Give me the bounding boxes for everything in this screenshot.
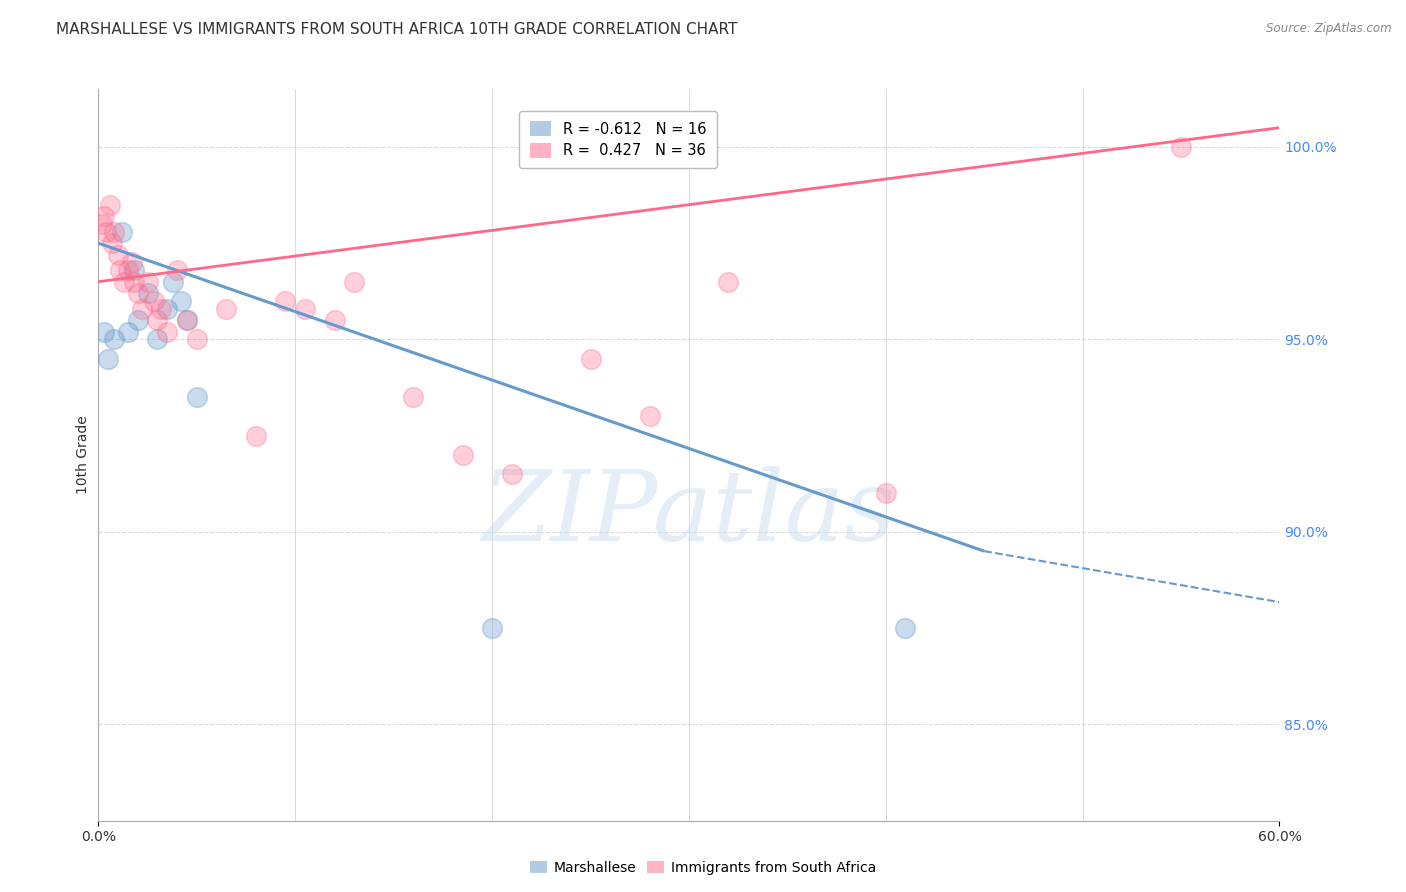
Point <box>638 409 661 424</box>
Point <box>101 236 124 251</box>
Point <box>176 313 198 327</box>
Legend: R = -0.612   N = 16, R =  0.427   N = 36: R = -0.612 N = 16, R = 0.427 N = 36 <box>519 112 717 169</box>
Point <box>146 333 169 347</box>
Point <box>150 301 173 316</box>
Point <box>131 301 153 316</box>
Point <box>111 225 134 239</box>
Point <box>176 313 198 327</box>
Point <box>122 263 145 277</box>
Point <box>103 333 125 347</box>
Point <box>121 255 143 269</box>
Point <box>343 275 366 289</box>
Point <box>717 275 740 289</box>
Point <box>112 275 135 289</box>
Point <box>96 225 118 239</box>
Point <box>894 621 917 635</box>
Point <box>875 486 897 500</box>
Point <box>323 313 346 327</box>
Point <box>107 248 129 262</box>
Point <box>156 301 179 316</box>
Point <box>117 263 139 277</box>
Point <box>501 467 523 482</box>
Point <box>156 325 179 339</box>
Point <box>142 293 165 308</box>
Point <box>97 351 120 366</box>
Point <box>245 428 267 442</box>
Point <box>186 333 208 347</box>
Point <box>117 325 139 339</box>
Point <box>98 197 121 211</box>
Text: MARSHALLESE VS IMMIGRANTS FROM SOUTH AFRICA 10TH GRADE CORRELATION CHART: MARSHALLESE VS IMMIGRANTS FROM SOUTH AFR… <box>56 22 738 37</box>
Point <box>170 293 193 308</box>
Point <box>402 390 425 404</box>
Point <box>127 313 149 327</box>
Text: ZIPatlas: ZIPatlas <box>482 466 896 561</box>
Text: Source: ZipAtlas.com: Source: ZipAtlas.com <box>1267 22 1392 36</box>
Point <box>122 275 145 289</box>
Point <box>162 275 184 289</box>
Point <box>93 325 115 339</box>
Point <box>136 286 159 301</box>
Point <box>103 225 125 239</box>
Point <box>186 390 208 404</box>
Legend: Marshallese, Immigrants from South Africa: Marshallese, Immigrants from South Afric… <box>524 855 882 880</box>
Point <box>1170 140 1192 154</box>
Point <box>294 301 316 316</box>
Point <box>579 351 602 366</box>
Point <box>91 217 114 231</box>
Point <box>481 621 503 635</box>
Point <box>108 263 131 277</box>
Point <box>146 313 169 327</box>
Point <box>136 275 159 289</box>
Point <box>93 209 115 223</box>
Point <box>166 263 188 277</box>
Point <box>127 286 149 301</box>
Y-axis label: 10th Grade: 10th Grade <box>76 416 90 494</box>
Point <box>215 301 238 316</box>
Point <box>451 448 474 462</box>
Point <box>274 293 297 308</box>
